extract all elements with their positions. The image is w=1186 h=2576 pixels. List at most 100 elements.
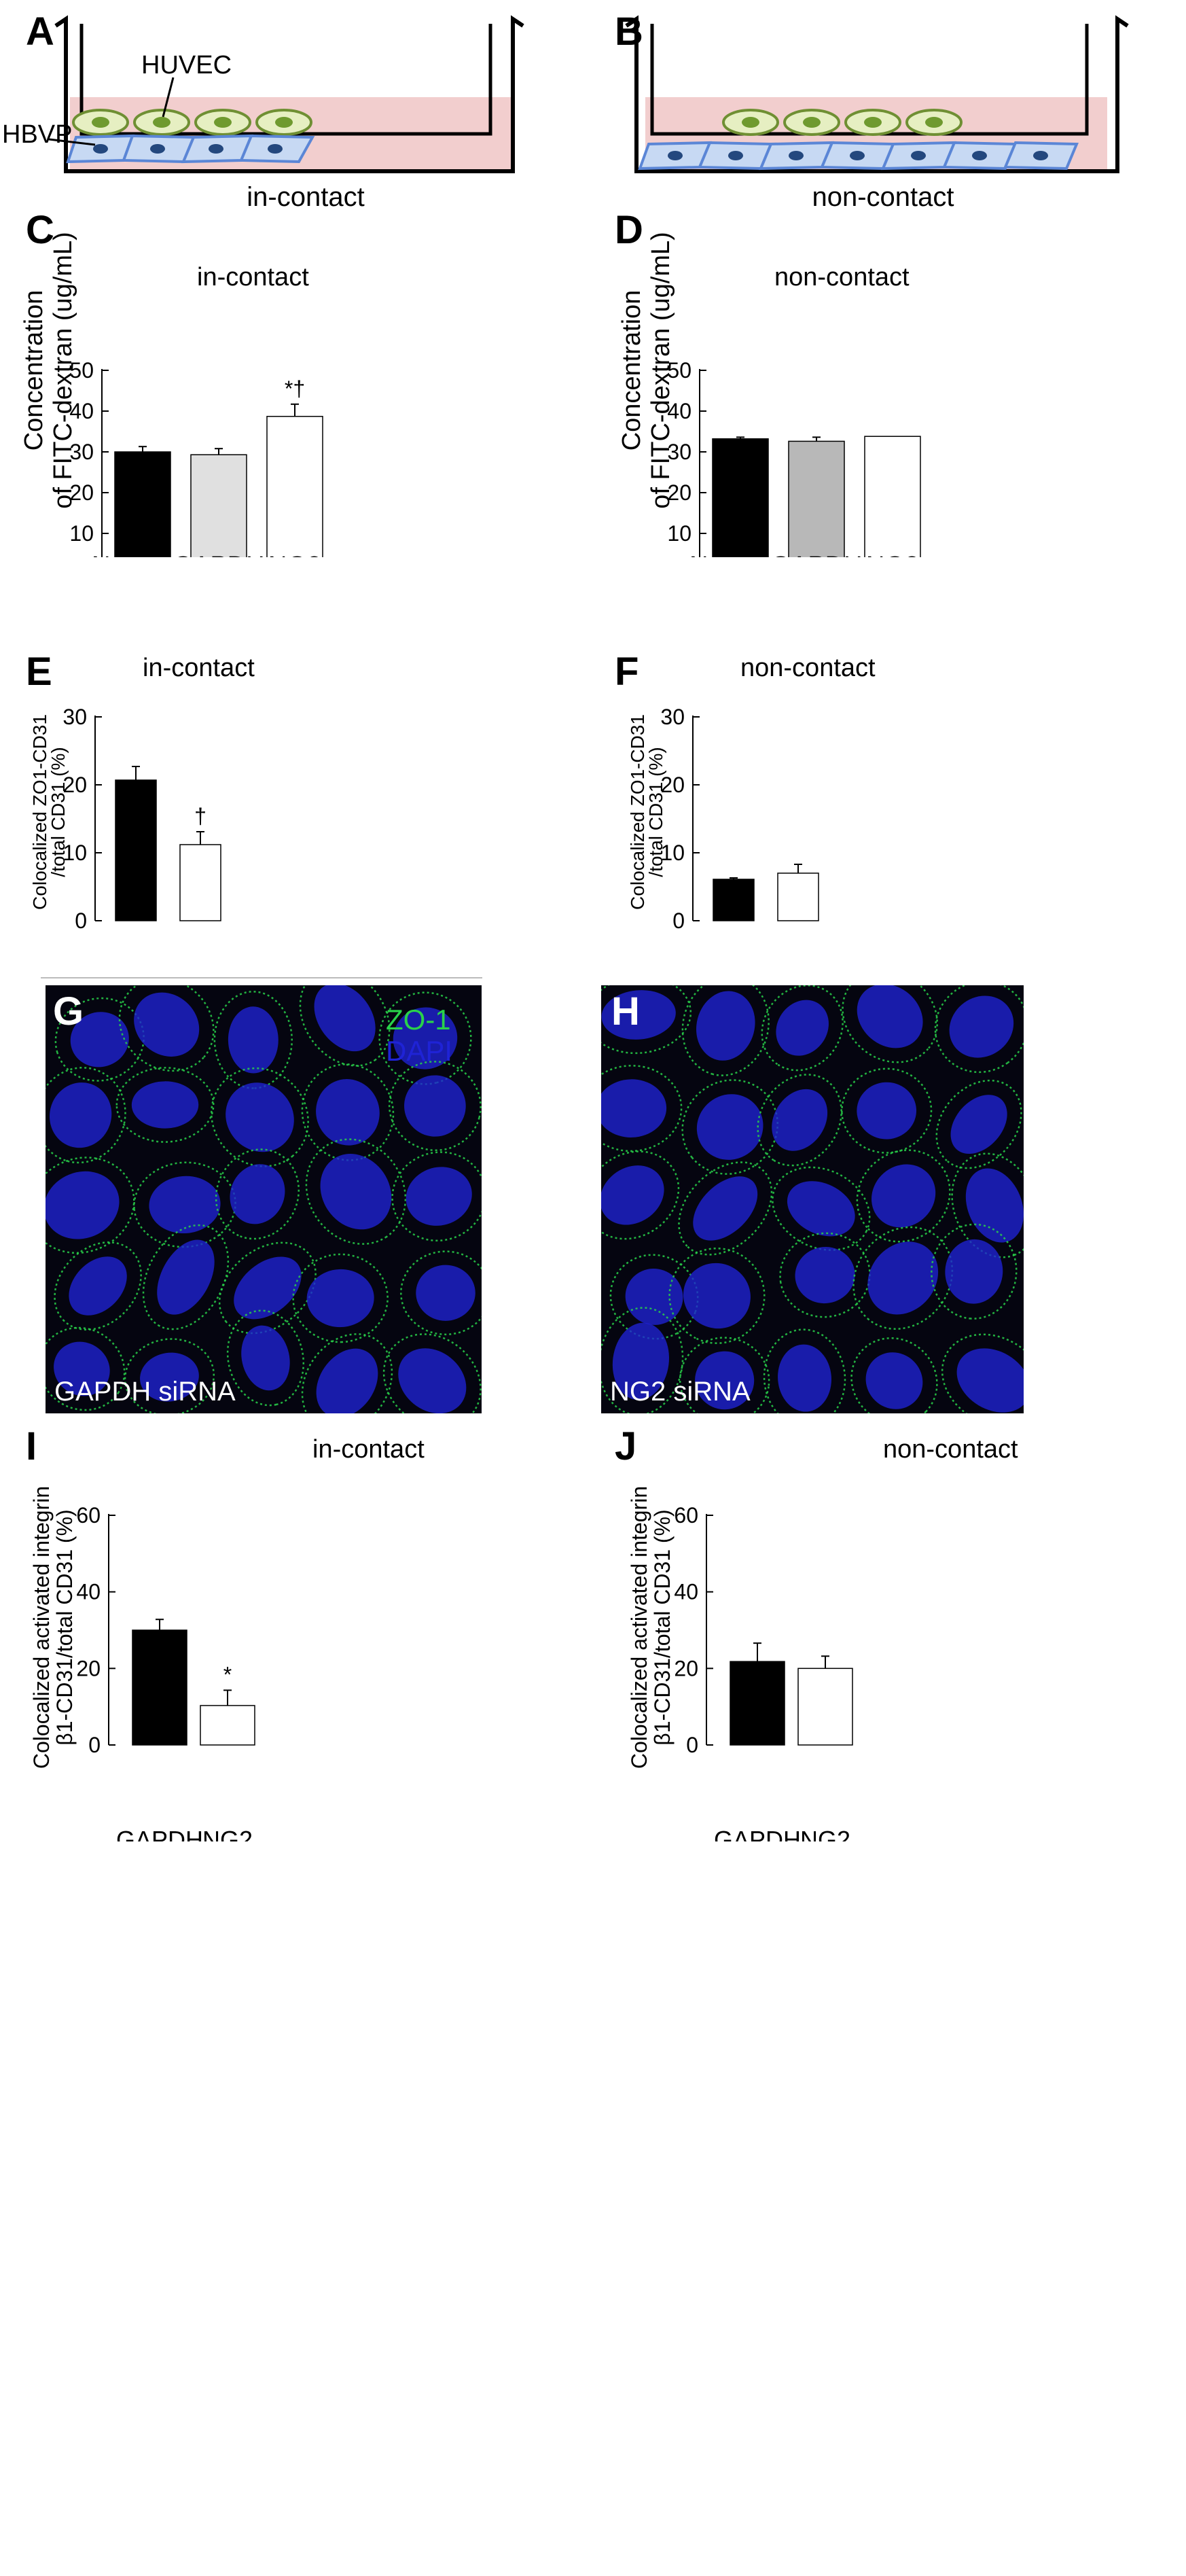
x-tick-label: NG2 bbox=[268, 552, 321, 557]
dapi-nucleus bbox=[320, 1154, 392, 1230]
dapi-nucleus bbox=[241, 1325, 290, 1391]
y-tick-label: 20 bbox=[69, 480, 94, 505]
dapi-nucleus bbox=[612, 1322, 670, 1400]
zo1-junction bbox=[218, 1241, 317, 1335]
y-axis-label: Concentration bbox=[617, 290, 646, 451]
dapi-nucleus bbox=[306, 1269, 374, 1328]
dapi-nucleus bbox=[393, 1007, 458, 1070]
dapi-nucleus bbox=[69, 1256, 127, 1316]
dapi-nucleus bbox=[965, 1168, 1024, 1243]
zo1-junction bbox=[118, 985, 215, 1072]
dapi-nucleus bbox=[226, 1082, 294, 1152]
zo1-junction bbox=[772, 1166, 871, 1251]
zo1-junction bbox=[54, 1241, 142, 1330]
y-tick-label: 40 bbox=[69, 399, 94, 423]
chart-title: non-contact bbox=[774, 263, 910, 292]
y-tick-label: 30 bbox=[62, 705, 87, 729]
y-tick-label: 0 bbox=[88, 1733, 101, 1757]
zo1-junction bbox=[46, 1067, 126, 1164]
bar bbox=[132, 1629, 187, 1746]
zo1-junction bbox=[681, 1079, 778, 1175]
dapi-nucleus bbox=[149, 1176, 221, 1234]
bar-chart-i: in-contact 0 20 40 60 Colocalized activated i… bbox=[29, 1435, 425, 1841]
dapi-nucleus bbox=[857, 985, 923, 1048]
zo1-junction bbox=[382, 1333, 482, 1413]
x-tick-label: Negative bbox=[689, 552, 791, 557]
x-tick-label: NG2 bbox=[202, 1826, 253, 1841]
hbvp-cell-layer-b bbox=[638, 141, 1079, 171]
y-tick-label: 10 bbox=[62, 841, 87, 865]
x-tick-label: Negative bbox=[92, 552, 194, 557]
zo1-junction bbox=[46, 1326, 126, 1411]
huvec-cell-layer bbox=[72, 109, 312, 136]
dapi-nucleus bbox=[46, 1171, 120, 1239]
bar bbox=[179, 844, 221, 921]
dapi-nucleus bbox=[871, 1164, 936, 1228]
y-axis-label: Colocalized ZO1-CD31 bbox=[29, 714, 50, 910]
y-tick-label: 30 bbox=[667, 440, 691, 464]
y-axis-label: Colocalized activated integrin bbox=[29, 1486, 54, 1769]
dapi-nucleus bbox=[230, 1164, 285, 1224]
bar bbox=[864, 436, 921, 557]
y-axis-label: Colocalized ZO1-CD31 bbox=[627, 714, 648, 910]
panel-label-f: F bbox=[615, 650, 639, 694]
panel-label-c: C bbox=[26, 208, 54, 252]
hbvp-label: HBVP bbox=[2, 120, 72, 149]
micrograph-h-caption: NG2 siRNA bbox=[610, 1377, 751, 1407]
y-tick-label: 0 bbox=[686, 1733, 698, 1757]
y-tick-label: 30 bbox=[69, 440, 94, 464]
panel-label-e: E bbox=[26, 650, 52, 694]
panel-label-d: D bbox=[615, 208, 643, 252]
dapi-nucleus bbox=[234, 1256, 302, 1320]
y-axis-label: /total CD31 (%) bbox=[48, 747, 69, 877]
dapi-nucleus bbox=[601, 1079, 667, 1137]
zo1-junction bbox=[761, 985, 844, 1072]
zo1-junction bbox=[779, 1232, 871, 1318]
dapi-nucleus bbox=[867, 1241, 939, 1315]
dapi-nucleus bbox=[956, 1348, 1024, 1413]
dapi-nucleus bbox=[314, 985, 376, 1052]
zo1-junction bbox=[668, 1247, 766, 1344]
dapi-nucleus bbox=[404, 1075, 466, 1137]
dapi-nucleus bbox=[949, 995, 1014, 1058]
bar-chart-c: in-contact01020304050Concentrationof FIT… bbox=[20, 232, 323, 557]
x-tick-label: GAPDH bbox=[770, 552, 862, 557]
zo1-junction bbox=[115, 1067, 215, 1143]
y-tick-label: 60 bbox=[76, 1503, 101, 1528]
dapi-nucleus bbox=[416, 1265, 475, 1321]
micrograph-ng2-sirna bbox=[601, 985, 1024, 1413]
bar bbox=[777, 872, 819, 921]
x-tick-label: GAPDH bbox=[173, 552, 264, 557]
y-tick-label: 40 bbox=[667, 399, 691, 423]
dapi-nucleus bbox=[70, 1012, 129, 1068]
zo1-junction bbox=[850, 1337, 938, 1413]
hbvp-cell-layer bbox=[66, 134, 315, 164]
panel-label-j: J bbox=[615, 1424, 637, 1468]
bar-chart-f: non-contact 0 10 20 30 Colocalized ZO1-CD31/t… bbox=[627, 654, 876, 933]
zo1-junction bbox=[681, 985, 770, 1076]
y-tick-label: 20 bbox=[674, 1656, 698, 1680]
zo1-junction bbox=[142, 1224, 230, 1330]
zo1-junction bbox=[941, 1333, 1024, 1413]
y-tick-label: 20 bbox=[660, 773, 685, 797]
dapi-nucleus bbox=[776, 1000, 829, 1056]
bar bbox=[797, 1668, 853, 1746]
zo1-junction bbox=[852, 1226, 954, 1330]
dapi-nucleus bbox=[228, 1006, 278, 1074]
y-tick-label: 30 bbox=[660, 705, 685, 729]
dapi-nucleus bbox=[683, 1263, 751, 1329]
y-tick-label: 20 bbox=[667, 480, 691, 505]
panel-b-caption: non-contact bbox=[812, 182, 954, 212]
zo1-junction bbox=[124, 1338, 215, 1413]
bar bbox=[730, 1661, 785, 1746]
y-axis-label: β1-CD31/total CD31 (%) bbox=[650, 1509, 675, 1745]
dapi-nucleus bbox=[54, 1341, 110, 1396]
y-tick-label: 50 bbox=[69, 358, 94, 383]
huvec-cell-layer-b bbox=[722, 109, 963, 136]
zo1-junction bbox=[305, 1138, 407, 1245]
chart-title: in-contact bbox=[197, 263, 309, 292]
legend-zo1: ZO-1 bbox=[386, 1004, 451, 1036]
y-axis-label: Concentration bbox=[20, 290, 48, 451]
zo1-junction bbox=[856, 1149, 951, 1243]
y-tick-label: 20 bbox=[76, 1656, 101, 1680]
